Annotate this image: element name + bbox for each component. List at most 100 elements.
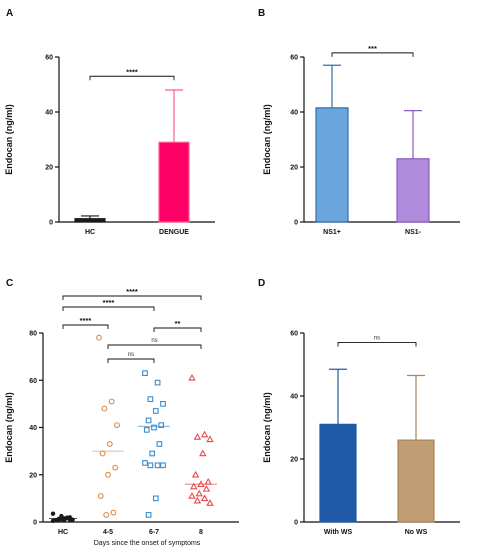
data-point xyxy=(142,370,148,377)
bar xyxy=(158,141,190,223)
x-tick-label: HC xyxy=(58,529,68,536)
panel-a: 0 20 40 60 Endocan (ng/ml) A HC DENGUE **** xyxy=(4,8,215,236)
series-4-5 xyxy=(92,334,124,518)
data-point xyxy=(188,373,196,381)
x-tick-label: NS1- xyxy=(405,229,422,236)
data-point xyxy=(199,449,207,457)
data-point xyxy=(154,462,161,469)
significance-bracket xyxy=(89,75,175,81)
y-tick-label: 80 xyxy=(29,331,37,338)
data-point xyxy=(103,511,110,518)
data-point xyxy=(145,417,152,424)
series-HC xyxy=(49,511,77,524)
data-point xyxy=(160,462,166,469)
x-tick-label: 4-5 xyxy=(103,529,113,536)
bar xyxy=(319,423,357,523)
series-8 xyxy=(185,373,217,506)
y-axis-label: Endocan (ng/ml) xyxy=(262,392,272,463)
data-point xyxy=(193,433,202,440)
data-point xyxy=(200,494,209,502)
data-point xyxy=(191,470,200,478)
y-tick-label: 0 xyxy=(294,220,298,227)
bar xyxy=(315,107,349,223)
data-point xyxy=(206,435,214,443)
y-tick-label: 60 xyxy=(45,55,53,62)
bar xyxy=(74,218,106,223)
y-tick-label: 20 xyxy=(45,165,53,172)
y-tick-label: 20 xyxy=(29,472,37,479)
data-point xyxy=(206,499,214,506)
x-tick-label: NS1+ xyxy=(323,229,341,236)
data-point xyxy=(158,422,165,428)
y-tick-label: 60 xyxy=(29,378,37,385)
y-axis-label: Endocan (ng/ml) xyxy=(4,392,14,463)
data-point xyxy=(101,405,108,412)
data-point xyxy=(145,512,152,518)
data-point xyxy=(147,462,154,469)
x-tick-label: 6-7 xyxy=(149,529,159,536)
data-point xyxy=(108,398,115,405)
data-point xyxy=(151,424,157,431)
data-point xyxy=(59,513,64,519)
panel-b: 0 20 40 60 Endocan (ng/ml) B NS1+ NS1- *** xyxy=(258,8,460,236)
x-tick-label: With WS xyxy=(324,529,353,536)
x-tick-label: No WS xyxy=(405,529,428,536)
data-point xyxy=(195,489,203,497)
data-point xyxy=(152,408,159,414)
y-tick-label: 60 xyxy=(290,331,298,338)
significance-bracket xyxy=(107,344,202,349)
significance-label: **** xyxy=(126,287,138,296)
significance-label: ns xyxy=(374,335,380,341)
data-point xyxy=(190,482,198,490)
significance-bracket xyxy=(62,306,155,311)
y-tick-label: 40 xyxy=(290,110,298,117)
significance-label: ** xyxy=(175,319,181,328)
data-point xyxy=(197,480,205,487)
panel-c: 0 20 40 60 80 Endocan (ng/ml) C HC 4-5 6-7 8 Days s… xyxy=(4,278,239,547)
y-axis-label: Endocan (ng/ml) xyxy=(262,104,272,175)
significance-label: *** xyxy=(368,44,377,53)
data-point xyxy=(188,492,196,499)
y-tick-label: 0 xyxy=(33,520,37,527)
significance-label: ns xyxy=(151,338,157,344)
y-tick-label: 40 xyxy=(290,394,298,401)
data-point xyxy=(156,441,163,447)
data-point xyxy=(143,427,150,433)
x-tick-label: 8 xyxy=(199,529,203,536)
data-point xyxy=(106,441,113,447)
significance-bracket xyxy=(62,295,202,300)
panel-letter: B xyxy=(258,8,265,19)
data-point xyxy=(149,450,156,457)
significance-bracket xyxy=(331,52,414,57)
significance-bracket xyxy=(107,358,155,363)
panel-letter: C xyxy=(6,278,13,289)
data-point xyxy=(114,422,120,429)
y-tick-label: 40 xyxy=(29,425,37,432)
panel-letter: A xyxy=(6,8,13,19)
data-point xyxy=(142,460,148,466)
significance-bracket xyxy=(153,327,202,332)
bar xyxy=(396,158,430,223)
data-point xyxy=(204,477,212,485)
x-tick-label: HC xyxy=(85,229,95,236)
data-point xyxy=(147,396,154,403)
data-point xyxy=(96,334,102,341)
data-point xyxy=(200,430,209,438)
data-point xyxy=(99,450,106,457)
significance-bracket xyxy=(62,324,109,329)
significance-label: **** xyxy=(80,316,92,325)
y-tick-label: 20 xyxy=(290,457,298,464)
bar xyxy=(397,439,435,523)
significance-label: **** xyxy=(126,67,138,76)
data-point xyxy=(154,379,161,386)
series-6-7 xyxy=(138,370,170,518)
y-axis-label: Endocan (ng/ml) xyxy=(4,104,14,175)
x-axis-label: Days since the onset of symptoms xyxy=(94,540,201,547)
data-point xyxy=(105,471,111,478)
data-point xyxy=(110,509,117,516)
data-point xyxy=(193,496,202,504)
data-point xyxy=(67,517,73,522)
significance-label: **** xyxy=(103,298,115,307)
data-point xyxy=(112,464,119,471)
